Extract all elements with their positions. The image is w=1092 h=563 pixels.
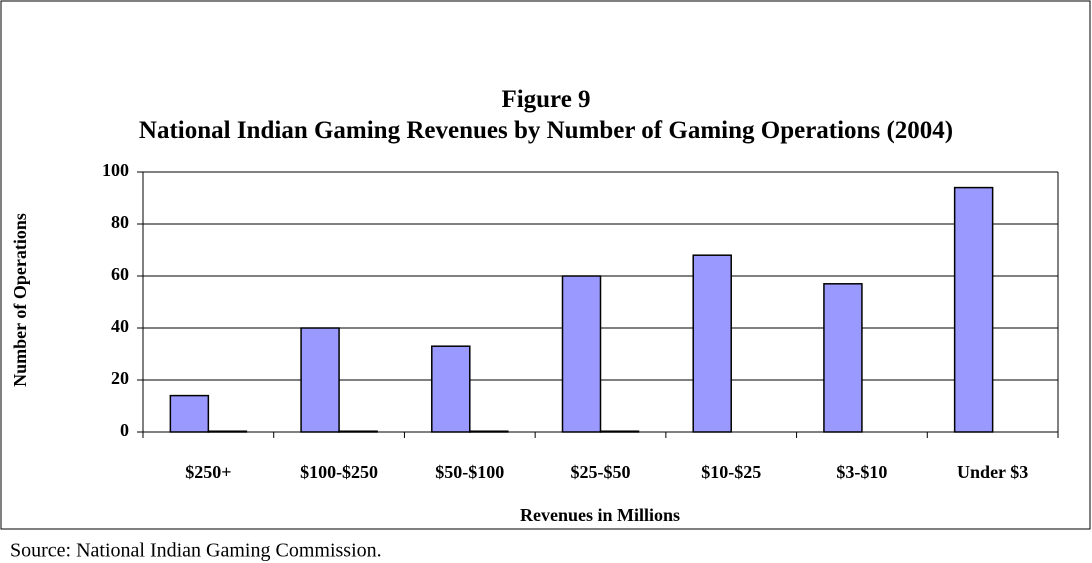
y-tick-label: 40 xyxy=(111,316,129,336)
x-tick-label: $100-$250 xyxy=(300,462,378,482)
bar xyxy=(169,394,210,433)
source-note: Source: National Indian Gaming Commissio… xyxy=(10,540,382,562)
bar xyxy=(431,345,471,433)
bar xyxy=(561,275,602,433)
x-tick-label: Under $3 xyxy=(957,462,1028,482)
title-block: Figure 9 National Indian Gaming Revenues… xyxy=(126,84,966,146)
x-tick-label: $25-$50 xyxy=(571,462,631,482)
y-axis-title: Number of Operations xyxy=(10,213,30,387)
chart-subtitle: National Indian Gaming Revenues by Numbe… xyxy=(138,117,954,144)
y-tick-label: 0 xyxy=(120,420,129,440)
x-tick-label: $50-$100 xyxy=(435,462,504,482)
x-axis-title: Revenues in Millions xyxy=(520,505,680,525)
y-tick-label: 60 xyxy=(111,264,129,284)
bar xyxy=(692,254,732,433)
y-tick-label: 20 xyxy=(111,368,129,388)
bar xyxy=(823,283,863,433)
x-tick-label: $10-$25 xyxy=(701,462,761,482)
chart-border xyxy=(0,0,1091,530)
x-tick-label: $250+ xyxy=(185,462,231,482)
y-tick-label: 80 xyxy=(111,212,129,232)
bar xyxy=(300,327,340,433)
chart-title: Figure 9 xyxy=(501,86,591,113)
x-tick-label: $3-$10 xyxy=(836,462,887,482)
y-tick-label: 100 xyxy=(102,160,129,180)
bar xyxy=(953,186,994,433)
